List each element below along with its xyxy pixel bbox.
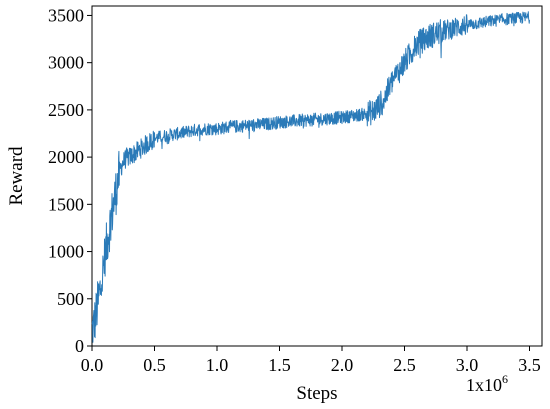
x-axis-ticks: 0.0 0.5 1.0 1.5 2.0 2.5 3.0 3.5 (81, 346, 541, 375)
y-tick-label: 1500 (48, 194, 84, 214)
plot-frame (91, 5, 543, 347)
y-tick-label: 3500 (48, 5, 84, 25)
x-tick-label: 2.0 (331, 355, 354, 375)
x-scale-exponent: 6 (502, 372, 508, 386)
y-tick-label: 2000 (48, 147, 84, 167)
x-tick-label: 1.0 (206, 355, 229, 375)
x-tick-label: 1.5 (268, 355, 291, 375)
x-scale-label: 1x106 (466, 372, 508, 395)
x-tick-label: 3.0 (456, 355, 479, 375)
y-tick-label: 500 (57, 289, 84, 309)
x-tick-label: 3.5 (518, 355, 541, 375)
x-tick-label: 0.0 (81, 355, 104, 375)
x-tick-label: 0.5 (143, 355, 166, 375)
x-tick-label: 2.5 (393, 355, 416, 375)
series-line-reward (91, 11, 530, 343)
y-tick-label: 0 (75, 336, 84, 356)
x-axis-label: Steps (296, 383, 337, 404)
y-tick-label: 3000 (48, 53, 84, 73)
x-scale-base: 1x10 (466, 375, 502, 395)
y-tick-label: 2500 (48, 100, 84, 120)
y-axis-ticks: 0 500 1000 1500 2000 2500 3000 3500 (48, 5, 92, 356)
y-tick-label: 1000 (48, 242, 84, 262)
y-axis-label: Reward (6, 146, 27, 206)
